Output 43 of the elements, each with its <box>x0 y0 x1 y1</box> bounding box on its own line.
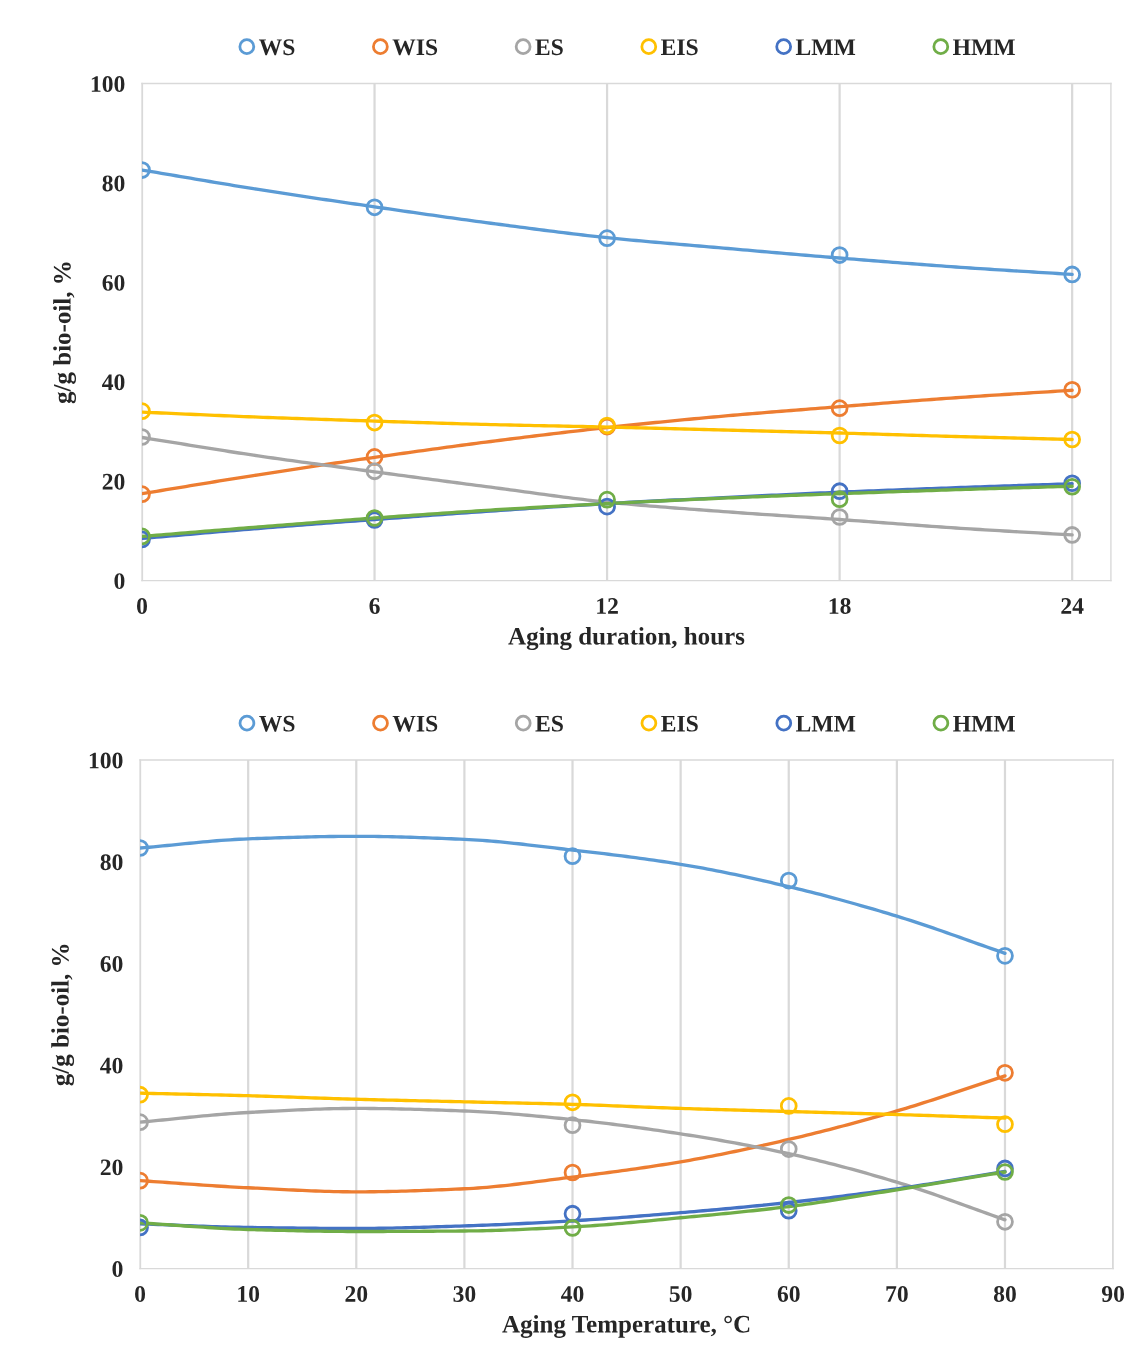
y-tick-label: 100 <box>89 752 123 769</box>
legend-label: ES <box>535 39 563 56</box>
x-tick-label: 12 <box>597 598 618 614</box>
x-tick-label: 18 <box>829 598 851 614</box>
x-tick-label: 60 <box>777 1285 800 1302</box>
y-tick-label: 80 <box>100 854 123 871</box>
legend-label: EIS <box>661 39 698 56</box>
x-tick-label: 70 <box>886 1285 908 1302</box>
y-tick-label: 60 <box>102 274 125 291</box>
y-tick-label: 40 <box>102 374 125 391</box>
y-tick-label: 40 <box>100 1057 123 1074</box>
y-tick-label: 20 <box>100 1159 123 1176</box>
legend-label: HMM <box>953 715 1015 732</box>
x-axis-title: Aging duration, hours <box>508 627 745 650</box>
x-tick-label: 10 <box>238 1285 260 1302</box>
legend-label: WIS <box>392 715 438 732</box>
x-tick-label: 80 <box>993 1285 1016 1302</box>
legend-label: ES <box>535 715 563 732</box>
y-tick-label: 80 <box>102 175 125 192</box>
legend-label: WS <box>259 715 295 732</box>
x-tick-label: 0 <box>137 598 148 614</box>
y-tick-label: 0 <box>112 1261 123 1278</box>
x-tick-label: 6 <box>369 598 380 614</box>
legend-label: EIS <box>661 715 698 732</box>
y-tick-label: 100 <box>91 76 125 92</box>
legend-label: WS <box>258 39 295 56</box>
x-tick-label: 30 <box>453 1285 476 1302</box>
x-axis-title: Aging Temperature, °C <box>502 1315 750 1338</box>
legend-label: LMM <box>795 39 856 55</box>
legend-label: WIS <box>392 39 438 56</box>
y-axis-title: g/g bio-oil, % <box>53 262 77 404</box>
y-tick-label: 60 <box>100 955 123 972</box>
x-tick-label: 50 <box>669 1285 692 1302</box>
y-tick-label: 0 <box>114 573 125 590</box>
x-tick-label: 20 <box>345 1285 368 1302</box>
y-tick-label: 20 <box>102 473 125 490</box>
x-tick-label: 24 <box>1061 598 1084 614</box>
x-tick-label: 0 <box>135 1285 146 1302</box>
legend-label: LMM <box>795 715 856 732</box>
y-axis-title: g/g bio-oil, % <box>51 944 75 1086</box>
legend-label: HMM <box>953 39 1015 55</box>
x-tick-label: 40 <box>561 1285 584 1302</box>
x-tick-label: 90 <box>1101 1285 1125 1302</box>
